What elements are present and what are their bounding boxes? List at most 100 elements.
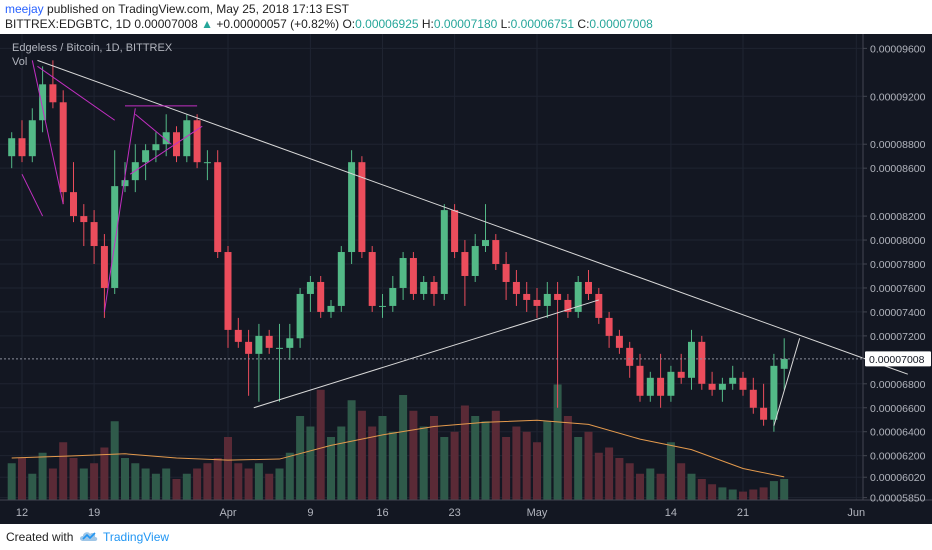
candle-body-53 [554, 293, 562, 300]
candle-body-52 [543, 293, 551, 306]
price-tick-label-10: 0.00006800 [870, 379, 926, 391]
price-change: +0.00000057 (+0.82%) [216, 17, 340, 31]
created-with-text: Created with [6, 530, 74, 544]
candle-body-46 [482, 240, 489, 247]
volume-bar-68 [708, 484, 717, 500]
volume-bar-20 [213, 458, 222, 500]
volume-bar-73 [759, 487, 768, 500]
volume-bar-54 [563, 416, 572, 500]
volume-bar-42 [440, 437, 449, 500]
candle-body-38 [399, 258, 407, 288]
price-axis[interactable]: 0.00009600 0.00009200 0.00008800 0.00008600… [863, 43, 926, 505]
volume-bar-37 [388, 431, 397, 500]
price-tick-label-12: 0.00006400 [870, 427, 926, 439]
candle-body-54 [564, 299, 572, 312]
volume-bar-0 [7, 463, 16, 500]
candle-body-30 [317, 281, 325, 312]
volume-bar-35 [368, 426, 377, 500]
right-wedge-upper [773, 338, 801, 426]
volume-bar-3 [38, 452, 47, 500]
close-value: 0.00007008 [589, 17, 653, 31]
candle-body-64 [667, 371, 675, 396]
candle-body-8 [90, 222, 98, 247]
current-price-label: 0.00007008 [869, 354, 925, 366]
low-label: L: [500, 17, 511, 31]
symbol-ohlc-line: BITTREX:EDGBTC, 1D 0.00007008 ▲ +0.00000… [5, 17, 653, 31]
volume-bar-30 [316, 389, 325, 500]
volume-bar-31 [327, 437, 335, 500]
candle-body-56 [585, 281, 592, 294]
candle-body-21 [224, 252, 232, 330]
candle-body-72 [749, 389, 757, 408]
open-label: O: [342, 17, 356, 31]
price-chart[interactable]: 0.00009600 0.00009200 0.00008800 0.00008600… [0, 34, 932, 524]
volume-bar-51 [533, 442, 541, 500]
time-axis[interactable]: 12 19 Apr 9 16 23 May 14 21 Jun [16, 507, 865, 519]
volume-bar-10 [110, 421, 119, 500]
candle-body-43 [451, 210, 459, 253]
volume-bar-75 [780, 479, 789, 500]
candle-body-41 [430, 281, 438, 294]
volume-bar-9 [100, 447, 109, 500]
candle-body-71 [739, 377, 747, 390]
close-label: C: [577, 17, 590, 31]
candle-body-20 [214, 162, 222, 253]
time-tick-label-4: 16 [376, 507, 388, 519]
volume-bar-27 [285, 452, 294, 500]
volume-bar-4 [48, 468, 57, 500]
time-tick-label-6: May [527, 507, 548, 519]
price-tick-label-7: 0.00007600 [870, 283, 926, 295]
candle-body-62 [646, 377, 654, 396]
volume-bar-24 [254, 463, 263, 500]
current-price-label-bg [865, 351, 931, 367]
volume-bar-60 [625, 463, 634, 500]
volume-bar-44 [460, 405, 469, 500]
symbol-label: BITTREX:EDGBTC, 1D [5, 17, 132, 31]
volume-bar-53 [553, 384, 562, 500]
candle-body-29 [306, 281, 314, 294]
volume-bar-50 [522, 431, 531, 500]
price-tick-label-9: 0.00007200 [870, 331, 926, 343]
footer: Created with TradingView [0, 524, 932, 550]
author-link[interactable]: meejay [5, 2, 44, 16]
tradingview-brand[interactable]: TradingView [103, 530, 170, 544]
volume-bar-7 [79, 468, 88, 500]
volume-bar-49 [512, 426, 521, 500]
time-tick-label-7: 14 [665, 507, 677, 519]
candle-body-51 [533, 299, 541, 306]
candle-body-1 [18, 138, 26, 157]
candle-body-68 [708, 383, 716, 390]
candle-body-66 [688, 341, 695, 378]
volume-bar-8 [90, 463, 99, 500]
volume-bar-26 [275, 468, 284, 500]
candle-body-6 [70, 192, 77, 217]
candle-body-28 [296, 293, 304, 339]
volume-bar-13 [141, 468, 150, 500]
time-tick-label-0: 12 [16, 507, 28, 519]
candle-body-10 [111, 186, 119, 288]
time-tick-label-5: 23 [448, 507, 460, 519]
price-tick-label-1: 0.00009200 [870, 91, 926, 103]
candle-body-50 [523, 293, 531, 300]
candle-body-9 [100, 246, 108, 288]
volume-bar-61 [636, 473, 644, 500]
price-tick-label-15: 0.00005850 [870, 493, 926, 505]
pattern-line-2 [37, 65, 115, 121]
volume-bar-45 [471, 416, 480, 500]
volume-bar-69 [718, 487, 727, 500]
candle-body-70 [729, 377, 737, 384]
candle-body-61 [636, 365, 644, 396]
published-text: published on TradingView.com, May 25, 20… [43, 2, 349, 16]
volume-bar-48 [502, 437, 511, 500]
candle-body-34 [358, 162, 366, 253]
publish-info: meejay published on TradingView.com, May… [5, 2, 349, 16]
volume-bar-74 [769, 481, 778, 500]
lower-trendline [253, 299, 599, 409]
price-tick-label-5: 0.00008000 [870, 235, 926, 247]
volume-bar-72 [749, 489, 758, 500]
tradingview-cloud-icon[interactable] [78, 528, 100, 544]
candle-body-42 [440, 210, 448, 294]
volume-bar-40 [419, 426, 428, 500]
candle-body-48 [502, 264, 510, 282]
candle-body-35 [368, 252, 376, 306]
